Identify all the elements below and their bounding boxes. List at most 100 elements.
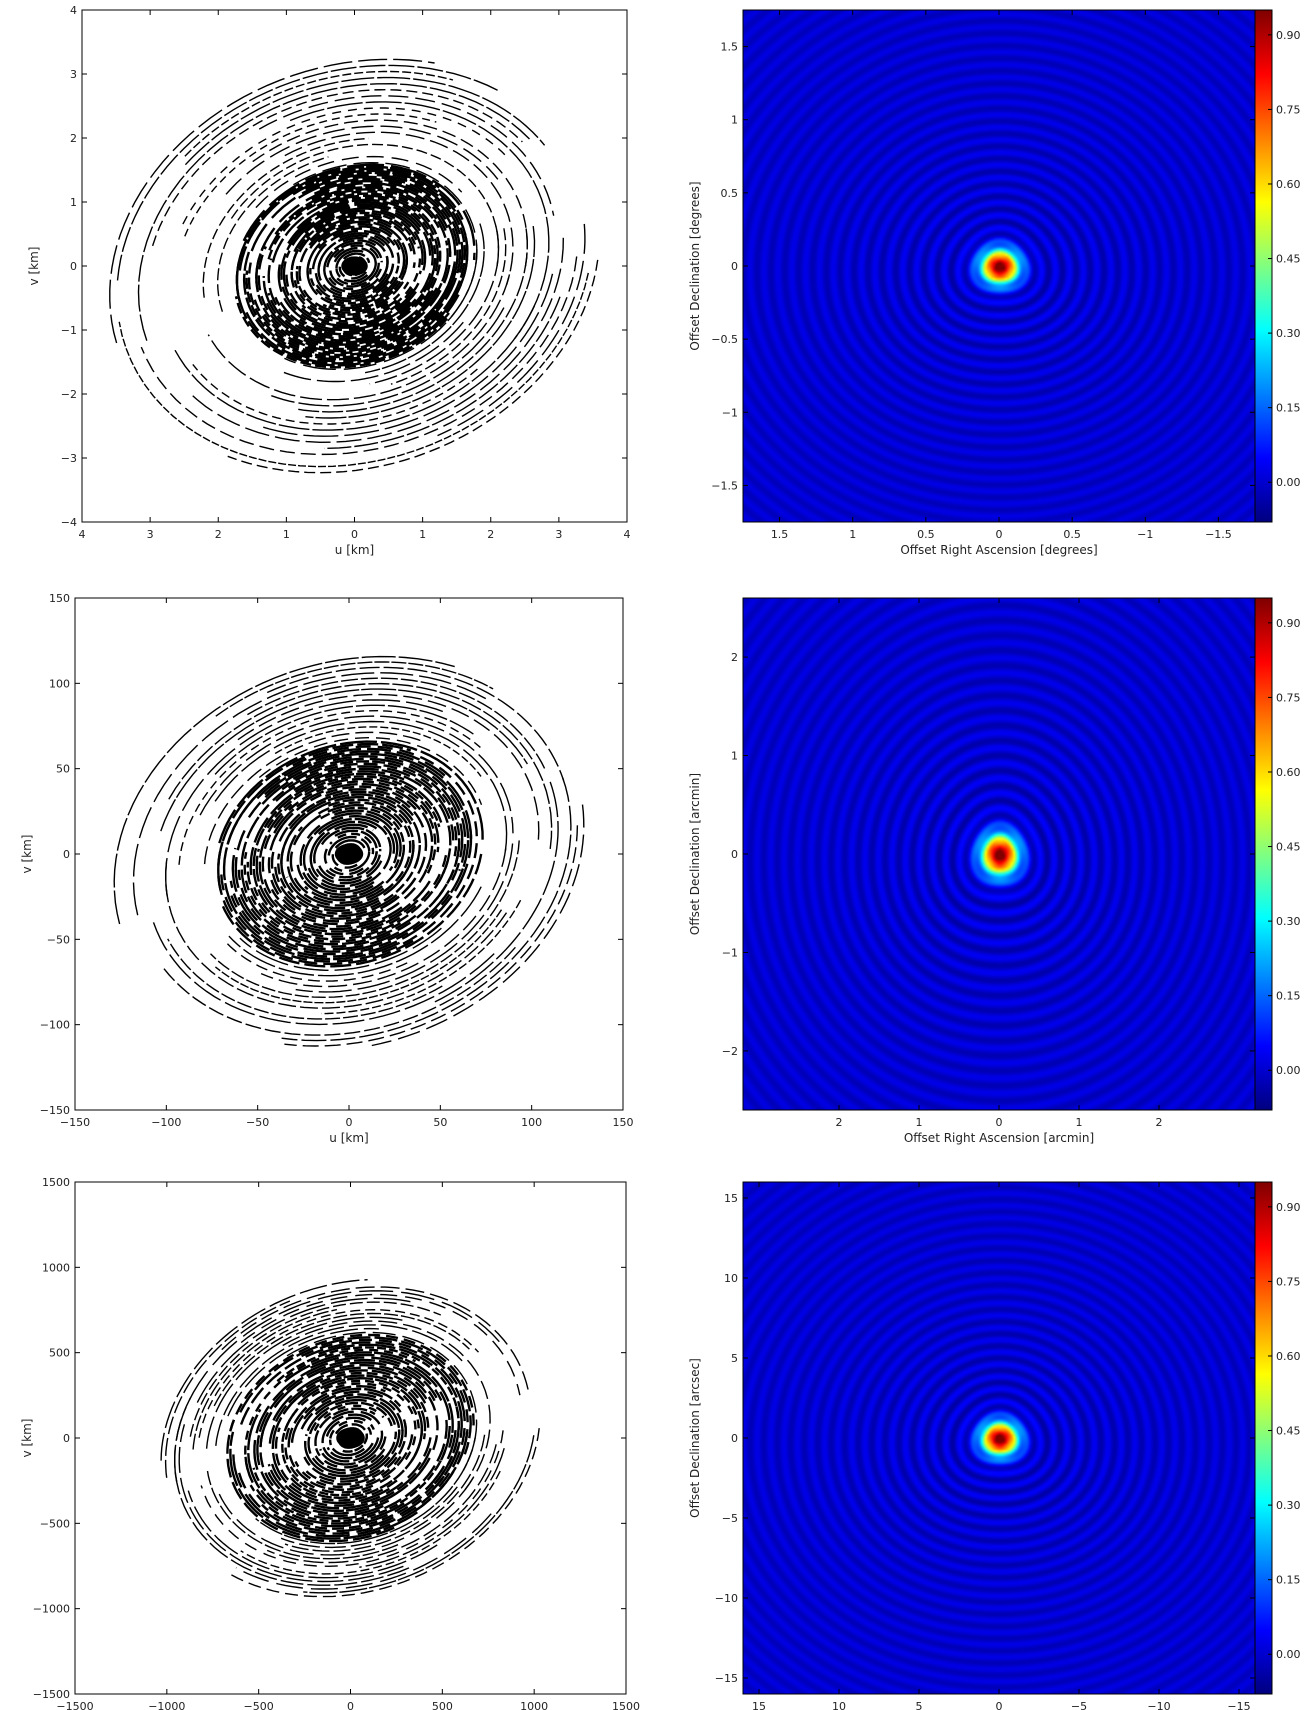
uv-track xyxy=(289,780,437,874)
uv-track xyxy=(339,232,395,293)
uv-track xyxy=(320,1382,417,1464)
uv-track xyxy=(214,720,508,852)
uv-track xyxy=(229,880,451,956)
uv-track xyxy=(331,844,358,869)
colorbar-tick-label: 0.15 xyxy=(1276,402,1301,415)
uv-track xyxy=(324,296,561,450)
uv-track xyxy=(317,801,412,893)
uv-track xyxy=(274,186,449,246)
uv-track xyxy=(160,1279,368,1461)
uv-track xyxy=(281,1409,372,1497)
uv-track xyxy=(291,205,427,271)
x-tick-label: 1 xyxy=(916,1116,923,1129)
uv-track xyxy=(252,809,419,936)
uv-track xyxy=(335,268,369,283)
colorbar-tick-label: 0.60 xyxy=(1276,1350,1301,1363)
colorbar-tick-label: 0.15 xyxy=(1276,990,1301,1003)
uv-track xyxy=(214,909,503,1004)
uv-track xyxy=(267,258,401,340)
uv-track xyxy=(305,1423,407,1486)
x-tick-label: 150 xyxy=(613,1116,634,1129)
uv-track xyxy=(329,1439,365,1457)
uv-track xyxy=(306,259,399,307)
y-tick-label: 2 xyxy=(731,651,738,664)
uv-track xyxy=(272,1366,428,1421)
y-tick-label: 5 xyxy=(731,1352,738,1365)
uv-track xyxy=(287,1384,386,1448)
uv-track xyxy=(327,835,371,856)
x-axis-label: Offset Right Ascension [arcmin] xyxy=(904,1131,1094,1145)
uv-track xyxy=(267,289,434,342)
uv-track xyxy=(342,252,371,264)
uv-track xyxy=(286,826,392,907)
uv-track xyxy=(230,828,473,958)
uv-track xyxy=(359,1447,505,1568)
uv-track xyxy=(324,788,428,911)
uv-track xyxy=(281,760,461,910)
x-tick-label: 0 xyxy=(996,528,1003,541)
y-tick-label: 500 xyxy=(49,1347,70,1360)
uv-track xyxy=(323,266,380,293)
y-tick-label: 4 xyxy=(70,4,77,17)
x-tick-label: 5 xyxy=(916,1700,923,1710)
uv-track xyxy=(255,1437,476,1545)
uv-track xyxy=(310,1353,451,1464)
colorbar-tick-label: 0.90 xyxy=(1276,1201,1301,1214)
uv-track xyxy=(286,202,421,251)
y-tick-label: 10 xyxy=(724,1272,738,1285)
uv-track xyxy=(434,781,559,1003)
uv-track xyxy=(298,213,416,268)
uv-track xyxy=(309,265,400,305)
x-tick-label: −1 xyxy=(1137,528,1153,541)
uv-track xyxy=(334,829,378,861)
x-tick-label: 4 xyxy=(624,528,631,541)
uv-track xyxy=(109,58,435,344)
uv-track xyxy=(227,1327,379,1417)
x-tick-label: −500 xyxy=(244,1700,274,1710)
uv-track xyxy=(238,167,464,271)
colorbar-tick-label: 0.00 xyxy=(1276,476,1301,489)
uv-track xyxy=(184,113,437,237)
uv-track xyxy=(243,851,402,943)
uv-track xyxy=(113,655,455,925)
uv-track xyxy=(228,886,482,977)
uv-track xyxy=(323,841,364,876)
uv-track xyxy=(302,828,375,893)
uv-track xyxy=(218,740,484,844)
y-tick-label: −1 xyxy=(61,324,77,337)
x-axis-label: u [km] xyxy=(329,1131,368,1145)
x-tick-label: 1 xyxy=(1076,1116,1083,1129)
x-tick-label: 1000 xyxy=(520,1700,548,1710)
colorbar-scale xyxy=(1254,597,1273,1111)
x-tick-label: 3 xyxy=(147,528,154,541)
uv-track xyxy=(301,258,422,323)
uv-track xyxy=(437,223,586,437)
uv-track xyxy=(280,796,413,878)
uv-track xyxy=(300,1393,404,1441)
uv-track xyxy=(259,1361,436,1448)
uv-track xyxy=(164,862,508,1009)
uv-track xyxy=(340,1434,368,1453)
uv-track xyxy=(206,1470,399,1560)
uv-track xyxy=(116,64,498,281)
uv-track xyxy=(327,798,415,884)
uv-track xyxy=(182,107,509,225)
uv-track xyxy=(151,88,523,247)
uv-track xyxy=(271,1387,390,1505)
x-tick-label: 0.5 xyxy=(1063,528,1081,541)
uv-track xyxy=(270,868,428,926)
uv-track xyxy=(294,1455,402,1489)
uv-track xyxy=(277,264,412,332)
y-tick-label: 1 xyxy=(70,196,77,209)
uv-track xyxy=(309,220,408,278)
y-tick-label: 2 xyxy=(70,132,77,145)
psf-peak xyxy=(996,1435,1002,1441)
uv-track xyxy=(284,1434,486,1552)
panel-5: −1500 −1000 −500 0 500 1000 1500 −1500 −1000 −500… xyxy=(20,1176,640,1710)
uv-track xyxy=(168,682,553,849)
psf-peak xyxy=(996,263,1002,269)
uv-track xyxy=(301,1374,427,1440)
uv-track xyxy=(282,250,420,327)
uv-track xyxy=(309,216,413,252)
y-tick-label: −1.5 xyxy=(711,479,738,492)
